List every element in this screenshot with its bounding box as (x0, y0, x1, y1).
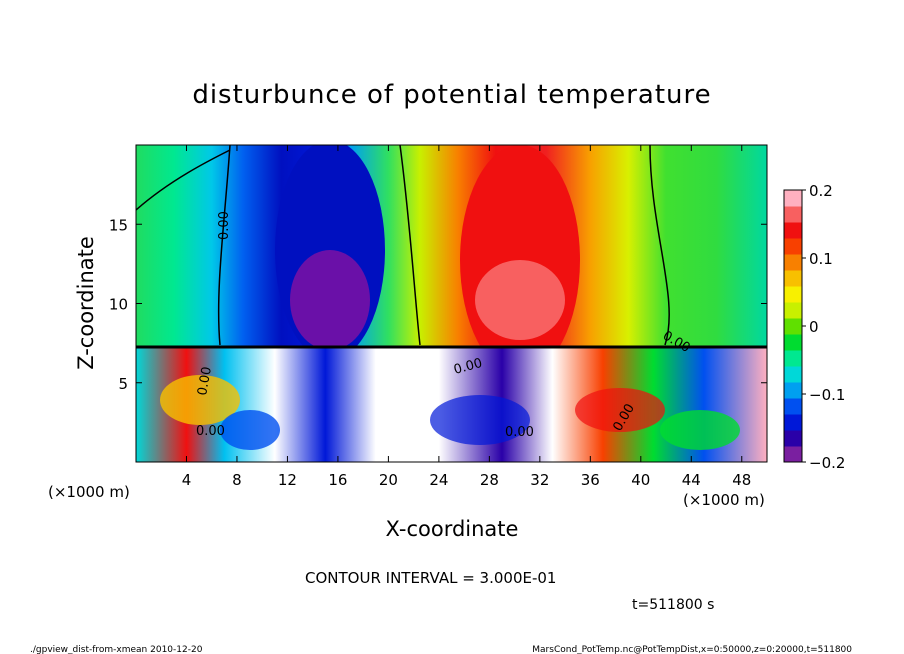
x-tick-label: 28 (480, 471, 499, 489)
contour-interval-text: CONTOUR INTERVAL = 3.000E-01 (305, 569, 556, 587)
colorbar-swatch (784, 302, 802, 319)
colorbar-swatch (784, 190, 802, 207)
time-text: t=511800 s (632, 597, 714, 613)
x-tick-label: 44 (682, 471, 701, 489)
x-tick-label: 36 (581, 471, 600, 489)
x-tick-label: 32 (530, 471, 549, 489)
contour-label: 0.00 (452, 356, 484, 378)
x-tick-label: 16 (328, 471, 347, 489)
plot-area (136, 145, 767, 462)
y-axis-ticks: 5 10 15 (109, 216, 767, 393)
colorbar (784, 190, 802, 463)
y-tick-label: 15 (109, 216, 128, 234)
colorbar-tick-label: −0.2 (809, 454, 845, 472)
x-axis-ticks: 4 8 12 16 20 24 28 32 36 40 44 48 (182, 145, 751, 489)
colorbar-swatch (784, 318, 802, 335)
lower-blob (220, 410, 280, 450)
cold-plume-inner (290, 250, 370, 350)
x-unit-left: (×1000 m) (48, 483, 130, 501)
colorbar-swatch (784, 222, 802, 239)
colorbar-tick-label: 0.2 (809, 182, 833, 200)
zero-contour (136, 149, 231, 211)
x-tick-label: 4 (182, 471, 192, 489)
footer-right: MarsCond_PotTemp.nc@PotTempDist,x=0:5000… (532, 645, 852, 654)
lower-blob (575, 388, 665, 432)
zero-contour (399, 145, 421, 346)
colorbar-swatch (784, 398, 802, 415)
colorbar-tick-label: 0.1 (809, 250, 833, 268)
x-tick-label: 48 (732, 471, 751, 489)
colorbar-swatch (784, 366, 802, 383)
upper-field (136, 145, 767, 346)
colorbar-swatch (784, 446, 802, 463)
contour-label: 0.00 (217, 211, 232, 240)
x-tick-label: 24 (429, 471, 448, 489)
contour-label: 0.00 (505, 425, 534, 440)
y-axis-label: Z-coordinate (74, 236, 98, 370)
colorbar-ticks: 0.2 0.1 0 −0.1 −0.2 (802, 182, 845, 472)
colorbar-swatch (784, 414, 802, 431)
colorbar-swatch (784, 334, 802, 351)
colorbar-tick-label: 0 (809, 318, 819, 336)
x-tick-label: 12 (278, 471, 297, 489)
zero-contour (217, 145, 231, 346)
footer-left: ./gpview_dist-from-xmean 2010-12-20 (30, 645, 203, 654)
lower-blob (160, 375, 240, 425)
colorbar-swatch (784, 238, 802, 255)
colorbar-swatch (784, 382, 802, 399)
colorbar-swatch (784, 286, 802, 303)
colorbar-swatch (784, 430, 802, 447)
x-unit-right: (×1000 m) (683, 491, 765, 509)
y-tick-label: 5 (118, 375, 128, 393)
colorbar-tick-label: −0.1 (809, 386, 845, 404)
colorbar-swatch (784, 206, 802, 223)
x-axis-label: X-coordinate (386, 517, 519, 541)
chart-title: disturbunce of potential temperature (192, 80, 711, 110)
x-tick-label: 20 (379, 471, 398, 489)
zero-contour (649, 145, 670, 346)
y-tick-label: 10 (109, 296, 128, 314)
colorbar-swatch (784, 270, 802, 287)
warm-plume-inner (475, 260, 565, 340)
lower-blob (660, 410, 740, 450)
lower-blob (430, 395, 530, 445)
colorbar-swatch (784, 350, 802, 367)
contour-label: 0.00 (195, 366, 215, 397)
x-tick-label: 8 (232, 471, 242, 489)
contour-label: 0.00 (196, 424, 225, 439)
colorbar-swatch (784, 254, 802, 271)
x-tick-label: 40 (631, 471, 650, 489)
